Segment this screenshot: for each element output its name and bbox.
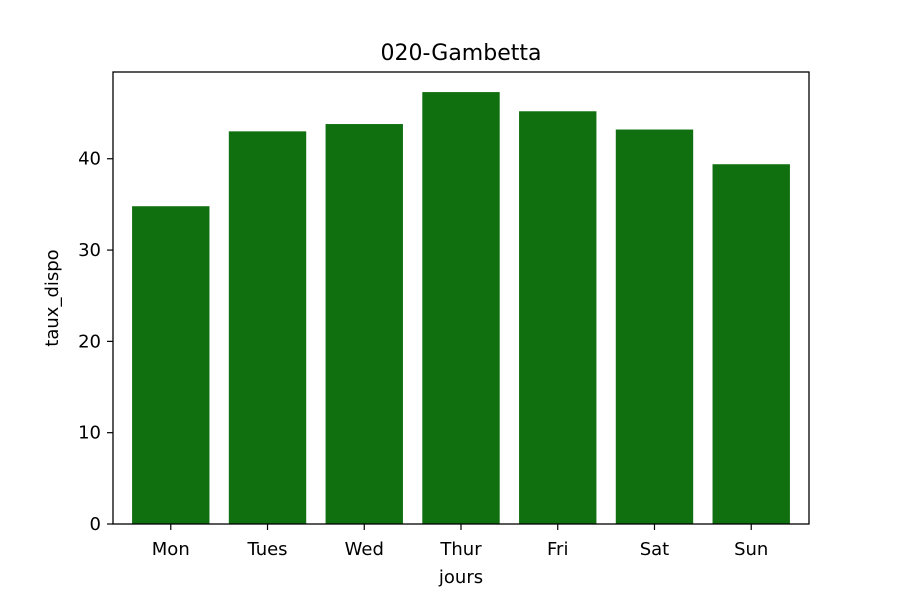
bar-wed xyxy=(325,124,403,524)
y-axis-label: taux_dispo xyxy=(42,249,63,346)
x-ticks-group: Mon Tues Wed Thur Fri Sat Sun xyxy=(152,524,768,560)
y-tick-label-10: 10 xyxy=(78,423,101,444)
chart-title: 020-Gambetta xyxy=(381,41,542,66)
y-tick-label-0: 0 xyxy=(90,514,101,535)
bar-tues xyxy=(228,131,307,525)
y-tick-label-20: 20 xyxy=(78,331,101,352)
bars-group xyxy=(132,92,790,525)
y-ticks-group: 0 10 20 30 40 xyxy=(78,149,113,535)
x-tick-label-sat: Sat xyxy=(640,539,670,560)
x-tick-label-tues: Tues xyxy=(246,539,287,560)
x-tick-label-mon: Mon xyxy=(152,539,190,560)
x-tick-label-thur: Thur xyxy=(439,539,482,560)
x-tick-label-sun: Sun xyxy=(734,539,768,560)
bar-mon xyxy=(132,206,210,525)
bar-fri xyxy=(519,111,597,524)
bar-sat xyxy=(615,129,694,524)
bar-thur xyxy=(422,92,500,524)
bar-sun xyxy=(712,164,790,524)
y-tick-label-40: 40 xyxy=(78,149,101,170)
plot-frame xyxy=(112,71,810,525)
x-tick-label-wed: Wed xyxy=(345,539,384,560)
x-tick-label-fri: Fri xyxy=(547,539,568,560)
x-axis-label: jours xyxy=(438,567,483,588)
y-tick-label-30: 30 xyxy=(78,240,101,261)
